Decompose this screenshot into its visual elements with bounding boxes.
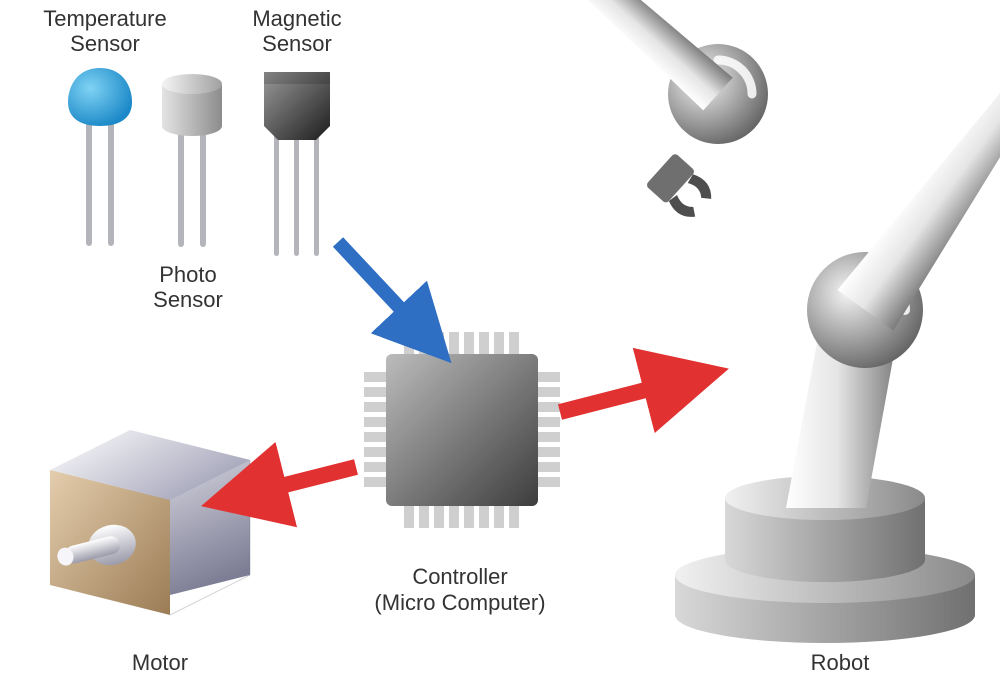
arrow-sensors-to-controller [338, 242, 412, 321]
arrow-controller-to-motor [265, 467, 356, 490]
diagram-canvas: Temperature Sensor Magnetic Sensor Photo… [0, 0, 1000, 700]
arrow-controller-to-robot [560, 385, 665, 412]
arrows-layer [0, 0, 1000, 700]
